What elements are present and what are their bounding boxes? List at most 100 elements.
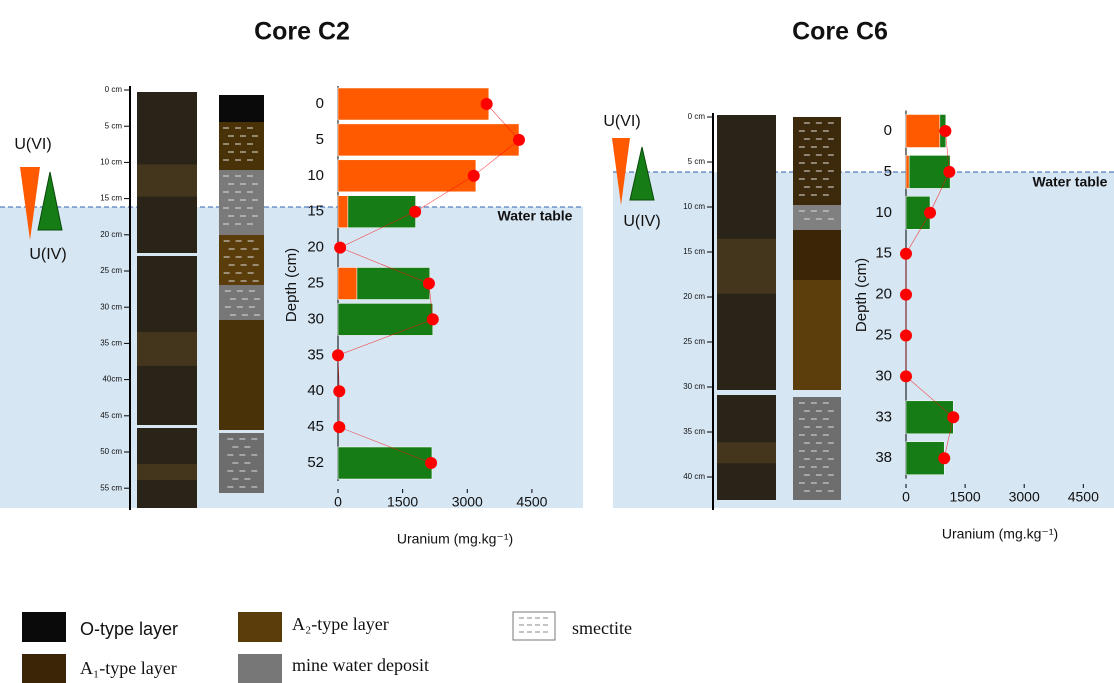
- chart-title: Core C6: [792, 18, 888, 46]
- core-photo-band: [717, 442, 776, 464]
- u6-triangle: [20, 167, 40, 240]
- legend-swatch: [22, 612, 66, 642]
- legend-label: A₁-type layer: [80, 658, 177, 678]
- total-point: [943, 165, 956, 178]
- core-scale-label: 35 cm: [683, 427, 705, 436]
- bar-segment: [337, 195, 349, 228]
- y-tick-label: 38: [875, 449, 892, 466]
- legend-swatch: [238, 612, 282, 642]
- core-photo-band: [137, 332, 197, 366]
- core-photo-band: [717, 238, 776, 294]
- legend-label: mine water deposit: [292, 655, 429, 675]
- bar-segment: [337, 87, 490, 121]
- core-scale-label: 35 cm: [100, 339, 122, 348]
- core-scale-label: 50 cm: [100, 447, 122, 456]
- total-point: [425, 457, 438, 469]
- total-point: [512, 133, 525, 146]
- layer: [219, 320, 264, 430]
- layer: [219, 95, 264, 122]
- total-point: [334, 241, 347, 254]
- total-point: [426, 313, 439, 326]
- core-scale-label: 40cm: [102, 375, 122, 384]
- x-tick-label: 1500: [387, 494, 418, 510]
- core-scale-label: 20 cm: [100, 230, 122, 239]
- legend-swatch: [238, 654, 282, 683]
- core-scale-label: 0 cm: [105, 85, 123, 94]
- bar-segment: [356, 267, 431, 300]
- water-zone: [613, 172, 1114, 508]
- y-tick-label: 20: [875, 286, 892, 303]
- core-photo-band: [137, 164, 197, 197]
- core-photo-band: [137, 464, 197, 480]
- layer: [219, 433, 264, 493]
- chart-title: Core C2: [254, 18, 350, 46]
- bar-segment: [905, 400, 954, 435]
- core-scale-label: 30 cm: [100, 302, 122, 311]
- total-point: [938, 452, 951, 465]
- y-tick-label: 30: [875, 367, 892, 384]
- u6-triangle: [612, 138, 630, 205]
- total-point: [900, 329, 912, 342]
- bar-segment: [337, 303, 434, 336]
- y-tick-label: 52: [307, 454, 324, 471]
- total-point: [900, 370, 912, 383]
- layer: [793, 117, 841, 205]
- core-scale-label: 0 cm: [688, 112, 706, 121]
- y-tick-label: 5: [884, 163, 892, 180]
- core-scale-label: 45 cm: [100, 411, 122, 420]
- total-point: [409, 205, 422, 218]
- total-point: [924, 206, 937, 219]
- legend-label: U(VI): [14, 136, 51, 153]
- layer: [793, 397, 841, 500]
- bar-segment: [337, 267, 358, 300]
- legend-label: U(IV): [623, 213, 660, 230]
- u4-triangle: [629, 146, 655, 201]
- y-tick-label: 15: [307, 203, 324, 220]
- core-scale-label: 5 cm: [105, 121, 123, 130]
- total-point: [333, 385, 346, 398]
- core-scale-label: 55 cm: [100, 483, 122, 492]
- y-tick-label: 25: [307, 274, 324, 291]
- y-tick-label: 45: [307, 418, 324, 435]
- core-scale-label: 30 cm: [683, 382, 705, 391]
- y-tick-label: 40: [307, 382, 324, 399]
- total-point: [422, 277, 435, 290]
- y-tick-label: 10: [875, 204, 892, 221]
- y-tick-label: 5: [316, 131, 324, 148]
- bar-segment: [908, 155, 951, 189]
- core-scale-label: 10 cm: [100, 158, 122, 167]
- x-tick-label: 4500: [516, 494, 547, 510]
- total-point: [900, 288, 912, 301]
- layer: [219, 122, 264, 170]
- y-tick-label: 35: [307, 346, 324, 363]
- legend-label: smectite: [572, 618, 632, 638]
- total-point: [333, 421, 346, 434]
- bar-segment: [347, 195, 416, 228]
- bar-segment: [337, 123, 520, 157]
- layer: [219, 235, 264, 285]
- y-tick-label: 20: [307, 239, 324, 256]
- legend-swatch: [22, 654, 66, 683]
- legend-label: U(IV): [29, 246, 66, 263]
- core-scale-label: 25 cm: [100, 266, 122, 275]
- total-point: [939, 125, 952, 137]
- bar-segment: [337, 446, 433, 480]
- y-tick-label: 33: [875, 408, 892, 425]
- legend-label: U(VI): [603, 113, 640, 130]
- total-point: [332, 349, 344, 362]
- y-tick-label: 10: [307, 167, 324, 184]
- core-scale-label: 15 cm: [683, 247, 705, 256]
- x-axis-label: Uranium (mg.kg⁻¹): [397, 531, 513, 547]
- annotation: Water table: [498, 208, 573, 224]
- core-scale-label: 5 cm: [688, 157, 706, 166]
- layer: [793, 280, 841, 390]
- total-point: [467, 169, 480, 182]
- x-tick-label: 4500: [1068, 489, 1099, 505]
- y-tick-label: 0: [316, 95, 324, 112]
- y-tick-label: 0: [884, 122, 892, 139]
- legend-swatch: [512, 611, 556, 641]
- layer: [793, 205, 841, 230]
- y-tick-label: 30: [307, 310, 324, 327]
- u4-triangle: [37, 171, 63, 231]
